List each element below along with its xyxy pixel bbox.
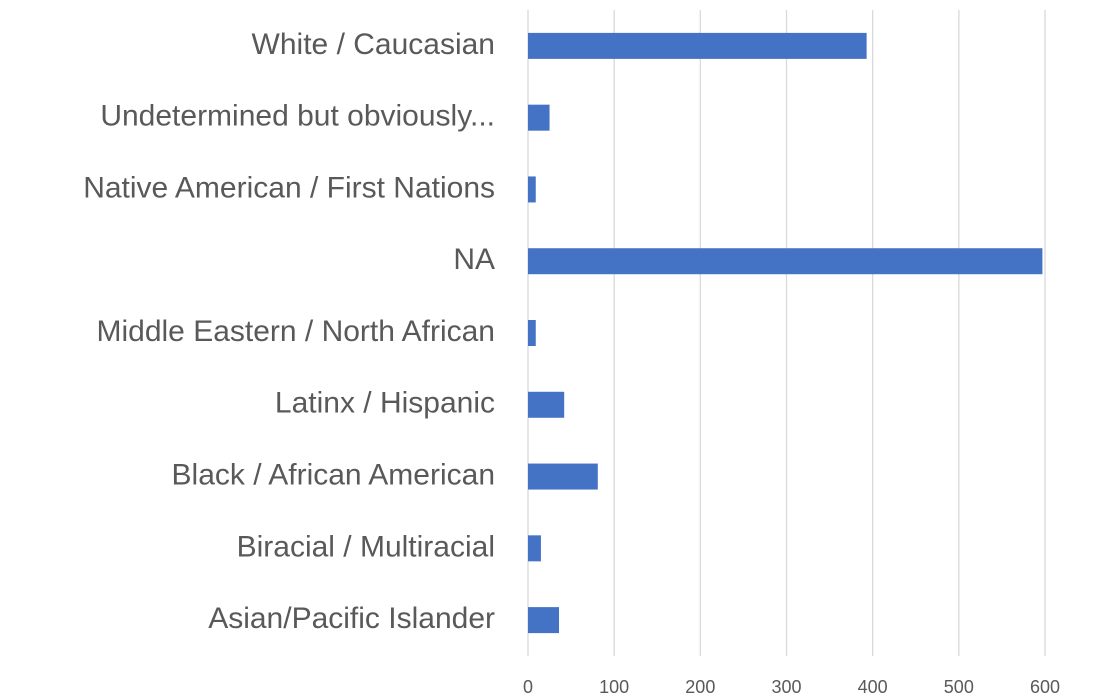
bar <box>528 248 1043 275</box>
x-tick-label: 600 <box>1030 677 1060 696</box>
x-tick-label: 100 <box>599 677 629 696</box>
y-tick-label: Black / African American <box>172 458 495 491</box>
x-tick-label: 200 <box>685 677 715 696</box>
y-tick-label: Native American / First Nations <box>83 171 495 204</box>
bar <box>528 535 541 562</box>
y-tick-label: White / Caucasian <box>252 28 495 61</box>
y-tick-label: Middle Eastern / North African <box>96 315 495 348</box>
y-tick-label: Biracial / Multiracial <box>237 530 495 563</box>
y-tick-label: Asian/Pacific Islander <box>208 602 495 635</box>
bar <box>528 176 536 203</box>
bar <box>528 104 550 131</box>
y-tick-label: Latinx / Hispanic <box>275 387 495 420</box>
bar <box>528 607 560 634</box>
x-tick-label: 300 <box>771 677 801 696</box>
bar <box>528 463 598 490</box>
bar <box>528 391 565 418</box>
y-tick-label: Undetermined but obviously... <box>100 100 495 133</box>
y-tick-label: NA <box>453 243 495 276</box>
bar <box>528 320 536 346</box>
x-tick-label: 0 <box>523 677 533 696</box>
x-tick-label: 500 <box>944 677 974 696</box>
x-tick-label: 400 <box>858 677 888 696</box>
bar <box>528 32 867 59</box>
